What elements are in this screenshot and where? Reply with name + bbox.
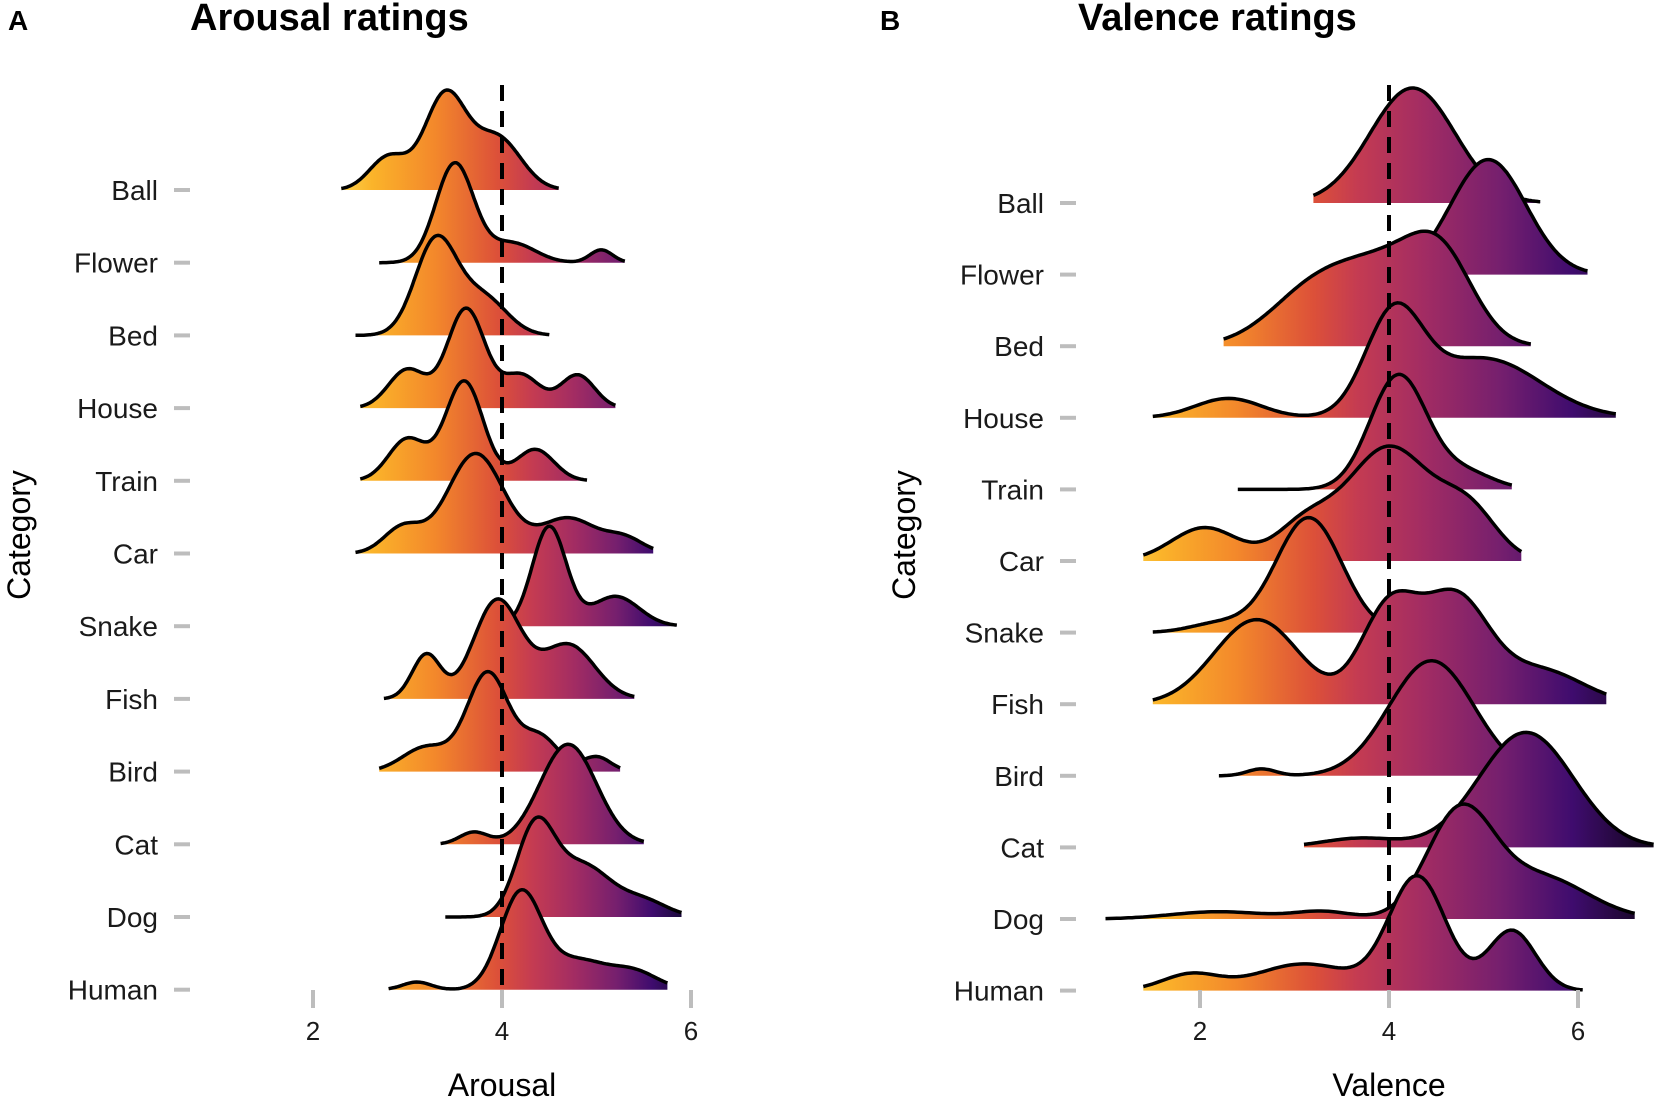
- arousal-ridge-train-fill: [360, 380, 587, 481]
- arousal-x-axis-title: Arousal: [448, 1067, 557, 1103]
- valence-category-axis: Ball Flower Bed House Train Car Snake Fish Bird C…: [954, 188, 1076, 1007]
- arousal-category-label: Flower: [74, 248, 158, 279]
- valence-ridge-cat: [1303, 730, 1654, 847]
- arousal-category-label: House: [77, 393, 158, 424]
- arousal-ridge-bed: [355, 233, 550, 338]
- arousal-ridge-human: [388, 887, 669, 991]
- valence-y-axis-title: Category: [886, 470, 922, 600]
- valence-category-label: Human: [954, 976, 1044, 1007]
- valence-ridge-human-fill: [1143, 875, 1583, 991]
- arousal-category-label: Bed: [108, 320, 158, 351]
- valence-ridge-dog: [1105, 802, 1636, 921]
- valence-ridge-car: [1142, 444, 1523, 557]
- valence-ridge-bed: [1223, 229, 1532, 346]
- arousal-ridge-car-fill: [355, 453, 654, 554]
- valence-x-tick-label: 4: [1382, 1016, 1396, 1046]
- valence-ridge-dog-fill: [1105, 804, 1635, 919]
- valence-ridge-bird-fill: [1218, 660, 1522, 776]
- valence-category-label: Cat: [1000, 832, 1044, 863]
- valence-x-tick-label: 2: [1193, 1016, 1207, 1046]
- valence-ridge-bed-fill: [1223, 231, 1531, 347]
- panel-letter-a: A: [8, 5, 28, 36]
- arousal-ridge-fish: [383, 597, 635, 701]
- valence-ridge-fish-fill: [1152, 589, 1607, 705]
- arousal-category-label: Snake: [79, 611, 158, 642]
- arousal-category-axis: Ball Flower Bed House Train Car Snake Fish Bird C…: [68, 175, 190, 1006]
- valence-category-label: Snake: [965, 618, 1044, 649]
- valence-ridge-train-fill: [1237, 374, 1512, 490]
- valence-ridge-human: [1142, 873, 1583, 992]
- valence-ridge-train: [1237, 372, 1513, 492]
- arousal-category-label: Bird: [108, 757, 158, 788]
- arousal-x-tick-label: 4: [495, 1016, 509, 1046]
- valence-x-axis: 2 4 6: [1193, 990, 1585, 1046]
- arousal-x-tick-label: 2: [306, 1016, 320, 1046]
- valence-category-label: Fish: [991, 689, 1044, 720]
- valence-ridge-cat-fill: [1304, 732, 1654, 848]
- valence-ridge-house-fill: [1152, 302, 1616, 418]
- arousal-x-axis: 2 4 6: [306, 990, 698, 1046]
- arousal-title: Arousal ratings: [190, 0, 469, 39]
- arousal-ridge-car: [355, 451, 654, 555]
- arousal-ridge-house: [359, 306, 617, 409]
- valence-category-label: Flower: [960, 260, 1044, 291]
- arousal-ridge-cat: [440, 742, 645, 846]
- valence-ridge-fish: [1152, 587, 1607, 702]
- arousal-ridge-dog-fill: [445, 817, 682, 917]
- valence-ridges: [1105, 85, 1654, 995]
- valence-panel: B Valence ratings Ball Flower Bed House Trai…: [880, 0, 1654, 1103]
- arousal-x-tick-label: 6: [684, 1016, 698, 1046]
- arousal-ridge-snake-fill: [511, 526, 677, 627]
- valence-x-axis-title: Valence: [1332, 1067, 1445, 1103]
- valence-category-label: Car: [999, 546, 1044, 577]
- arousal-ridge-cat-fill: [440, 744, 644, 845]
- valence-category-label: Train: [981, 474, 1044, 505]
- arousal-ridge-dog: [445, 815, 683, 919]
- arousal-ridge-bird-fill: [379, 671, 621, 772]
- arousal-ridge-flower: [379, 160, 626, 265]
- arousal-category-label: Dog: [107, 902, 158, 933]
- arousal-category-label: Cat: [114, 829, 158, 860]
- valence-x-tick-label: 6: [1571, 1016, 1585, 1046]
- arousal-category-label: Ball: [111, 175, 158, 206]
- valence-ridge-ball-fill: [1313, 88, 1541, 203]
- valence-category-label: Ball: [997, 188, 1044, 219]
- arousal-category-label: Fish: [105, 684, 158, 715]
- valence-ridge-flower-fill: [1346, 159, 1588, 275]
- panel-letter-b: B: [880, 5, 900, 36]
- valence-ridge-house: [1152, 301, 1617, 419]
- valence-category-label: Dog: [993, 904, 1044, 935]
- valence-category-label: Bed: [994, 331, 1044, 362]
- arousal-ridges: [340, 85, 683, 995]
- valence-ridge-snake-fill: [1152, 517, 1437, 633]
- arousal-category-label: Train: [95, 466, 158, 497]
- valence-category-label: Bird: [994, 761, 1044, 792]
- valence-ridge-car-fill: [1143, 446, 1522, 561]
- arousal-ridge-snake: [510, 524, 678, 627]
- arousal-category-label: Car: [113, 539, 158, 570]
- arousal-ridge-house-fill: [360, 308, 616, 409]
- arousal-panel: A Arousal ratings Ball Flower Bed House Trai…: [1, 0, 698, 1103]
- arousal-ridge-ball-fill: [341, 90, 559, 190]
- arousal-y-axis-title: Category: [1, 470, 37, 600]
- arousal-ridge-bed-fill: [355, 235, 550, 336]
- arousal-category-label: Human: [68, 975, 158, 1006]
- valence-ridge-bird: [1218, 659, 1523, 778]
- valence-category-label: House: [963, 403, 1044, 434]
- arousal-ridge-train: [359, 379, 588, 482]
- arousal-ridge-ball: [340, 88, 560, 191]
- valence-title: Valence ratings: [1078, 0, 1357, 39]
- arousal-ridge-human-fill: [388, 889, 668, 990]
